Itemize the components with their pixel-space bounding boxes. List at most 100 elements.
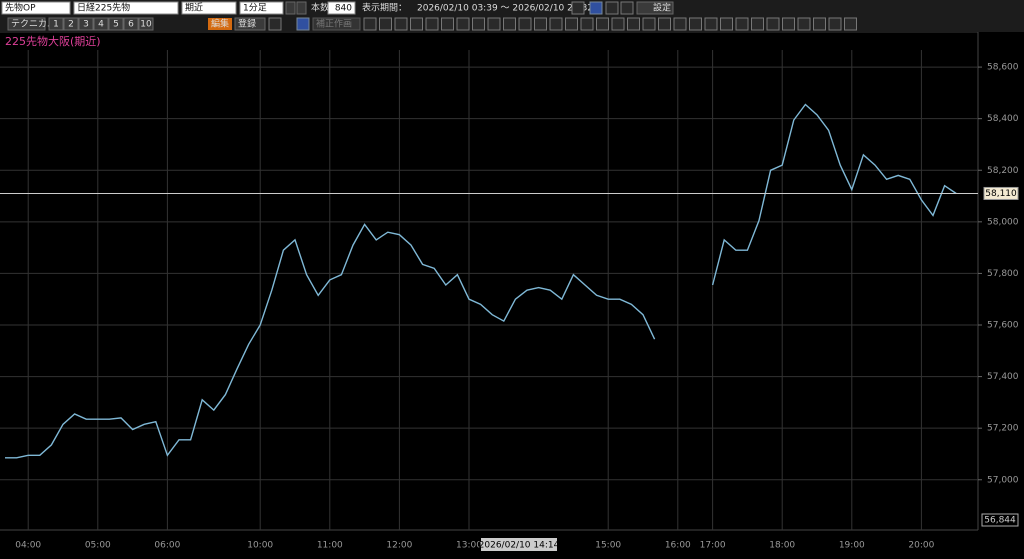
range-min-box — [981, 513, 1019, 527]
y-tick-label: 57,400 — [987, 372, 1019, 382]
tab: 1 — [53, 20, 59, 30]
bars-label: 本数 — [311, 2, 329, 14]
tab: 5 — [113, 20, 119, 30]
period: 2026/02/10 03:39 〜 2026/02/10 20:32 — [417, 4, 593, 14]
icon-button[interactable] — [720, 17, 733, 31]
icon-button[interactable] — [797, 17, 811, 31]
icon-button[interactable] — [782, 17, 795, 31]
icon-button[interactable] — [751, 17, 764, 31]
icon-button[interactable] — [828, 17, 842, 31]
icon-button[interactable] — [571, 1, 585, 15]
icon-button[interactable] — [296, 17, 310, 31]
icon-button[interactable] — [472, 17, 485, 31]
icon-button[interactable] — [596, 17, 609, 31]
icon-button[interactable] — [813, 17, 826, 31]
tab-button[interactable] — [138, 17, 154, 31]
x-tick-label: 18:00 — [769, 541, 795, 551]
icon-button[interactable] — [605, 1, 619, 15]
chart-title: 225先物大阪(期近) — [5, 34, 101, 48]
x-tick-label: 13:00 — [456, 541, 482, 551]
icon-button[interactable] — [704, 17, 718, 31]
icon-button[interactable] — [565, 17, 578, 31]
tab-button[interactable] — [78, 17, 94, 31]
y-tick-label: 58,600 — [987, 63, 1019, 73]
cursor-label-box — [481, 538, 557, 551]
icon-button[interactable] — [611, 17, 625, 31]
tab: 4 — [98, 20, 104, 30]
range-min-label: 56,844 — [984, 516, 1016, 526]
icon-button[interactable] — [487, 17, 501, 31]
market: 先物OP — [5, 2, 36, 14]
market-select[interactable] — [1, 1, 71, 15]
icon-button[interactable] — [589, 1, 603, 15]
tab-button[interactable] — [93, 17, 109, 31]
y-tick-label: 58,200 — [987, 166, 1019, 176]
icon-button[interactable] — [580, 17, 594, 31]
interval-select[interactable] — [239, 1, 284, 15]
settings-button[interactable] — [636, 1, 674, 15]
icon-button[interactable] — [268, 17, 282, 31]
interval: 1分足 — [243, 3, 267, 14]
drawing-button[interactable] — [312, 17, 361, 31]
y-tick-label: 57,200 — [987, 424, 1019, 434]
bars-input[interactable] — [327, 1, 356, 15]
contract: 期近 — [185, 2, 203, 14]
icon-button[interactable] — [379, 17, 392, 31]
period-label: 表示期間： — [362, 2, 407, 14]
cursor-time: 2026/02/10 14:14 — [479, 541, 560, 551]
icon-button[interactable] — [620, 1, 634, 15]
tab: 10 — [140, 20, 152, 30]
x-tick-label: 19:00 — [839, 541, 865, 551]
register: 登録 — [238, 18, 256, 30]
tab-button[interactable] — [108, 17, 124, 31]
next-button[interactable] — [296, 1, 307, 15]
settings: 設定 — [653, 2, 671, 14]
register-button[interactable] — [234, 17, 266, 31]
last-price-box — [983, 186, 1019, 200]
icon-button[interactable] — [518, 17, 532, 31]
icon-button[interactable] — [642, 17, 656, 31]
tab-button[interactable] — [123, 17, 139, 31]
product-select[interactable] — [73, 1, 179, 15]
edit: 編集 — [211, 18, 229, 30]
icon-button[interactable] — [689, 17, 702, 31]
tab: 6 — [128, 20, 134, 30]
y-tick-label: 57,800 — [987, 269, 1019, 279]
tab-button[interactable] — [48, 17, 64, 31]
icon-button[interactable] — [441, 17, 454, 31]
icon-button[interactable] — [425, 17, 439, 31]
icon-button[interactable] — [844, 17, 857, 31]
x-tick-label: 05:00 — [85, 541, 111, 551]
x-tick-label: 20:00 — [908, 541, 934, 551]
icon-button[interactable] — [534, 17, 547, 31]
icon-button[interactable] — [735, 17, 749, 31]
plot-area: 57,000 57,200 57,400 57,600 57,800 58,000 58,2… — [0, 32, 1024, 559]
product: 日経225先物 — [77, 2, 130, 14]
prev-button[interactable] — [285, 1, 296, 15]
x-tick-label: 16:00 — [665, 541, 691, 551]
bars: 840 — [335, 4, 352, 14]
icon-button[interactable] — [658, 17, 671, 31]
x-tick-label: 15:00 — [595, 541, 621, 551]
icon-button[interactable] — [766, 17, 780, 31]
icon-button[interactable] — [673, 17, 687, 31]
icon-button[interactable] — [503, 17, 516, 31]
icon-button[interactable] — [627, 17, 640, 31]
x-tick-label: 06:00 — [154, 541, 180, 551]
icon-button[interactable] — [410, 17, 423, 31]
last-price-label: 58,110 — [985, 189, 1017, 199]
icon-button[interactable] — [363, 17, 377, 31]
icon-button[interactable] — [394, 17, 408, 31]
tab-button[interactable] — [63, 17, 79, 31]
contract-select[interactable] — [181, 1, 237, 15]
axis-panel — [978, 32, 1024, 559]
icon-button[interactable] — [456, 17, 470, 31]
x-tick-label: 04:00 — [15, 541, 41, 551]
edit-button[interactable] — [208, 18, 232, 30]
tab: 2 — [68, 20, 74, 30]
y-tick-label: 57,600 — [987, 321, 1019, 331]
icon-button[interactable] — [549, 17, 563, 31]
technical-button[interactable] — [7, 17, 46, 31]
